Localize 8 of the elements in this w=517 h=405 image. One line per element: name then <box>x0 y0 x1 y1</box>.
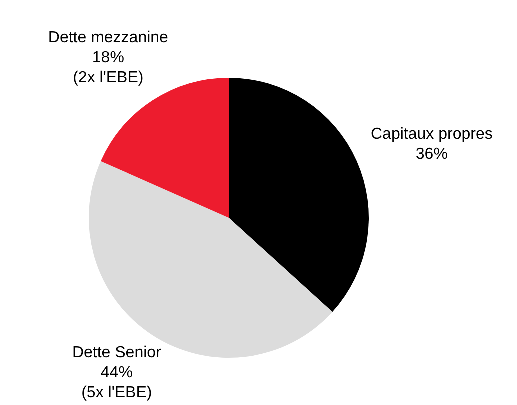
text: (5x l'EBE) <box>82 384 152 402</box>
slice-label: Dette Senior <box>72 344 162 362</box>
data-label: 44% <box>100 364 133 382</box>
slice-label: Dette mezzanine <box>48 29 169 46</box>
data-label: 18% <box>92 49 124 66</box>
text: (2x l'EBE) <box>73 69 144 86</box>
data-label: 36% <box>416 146 448 164</box>
slice-label: Capitaux propres <box>371 126 493 144</box>
